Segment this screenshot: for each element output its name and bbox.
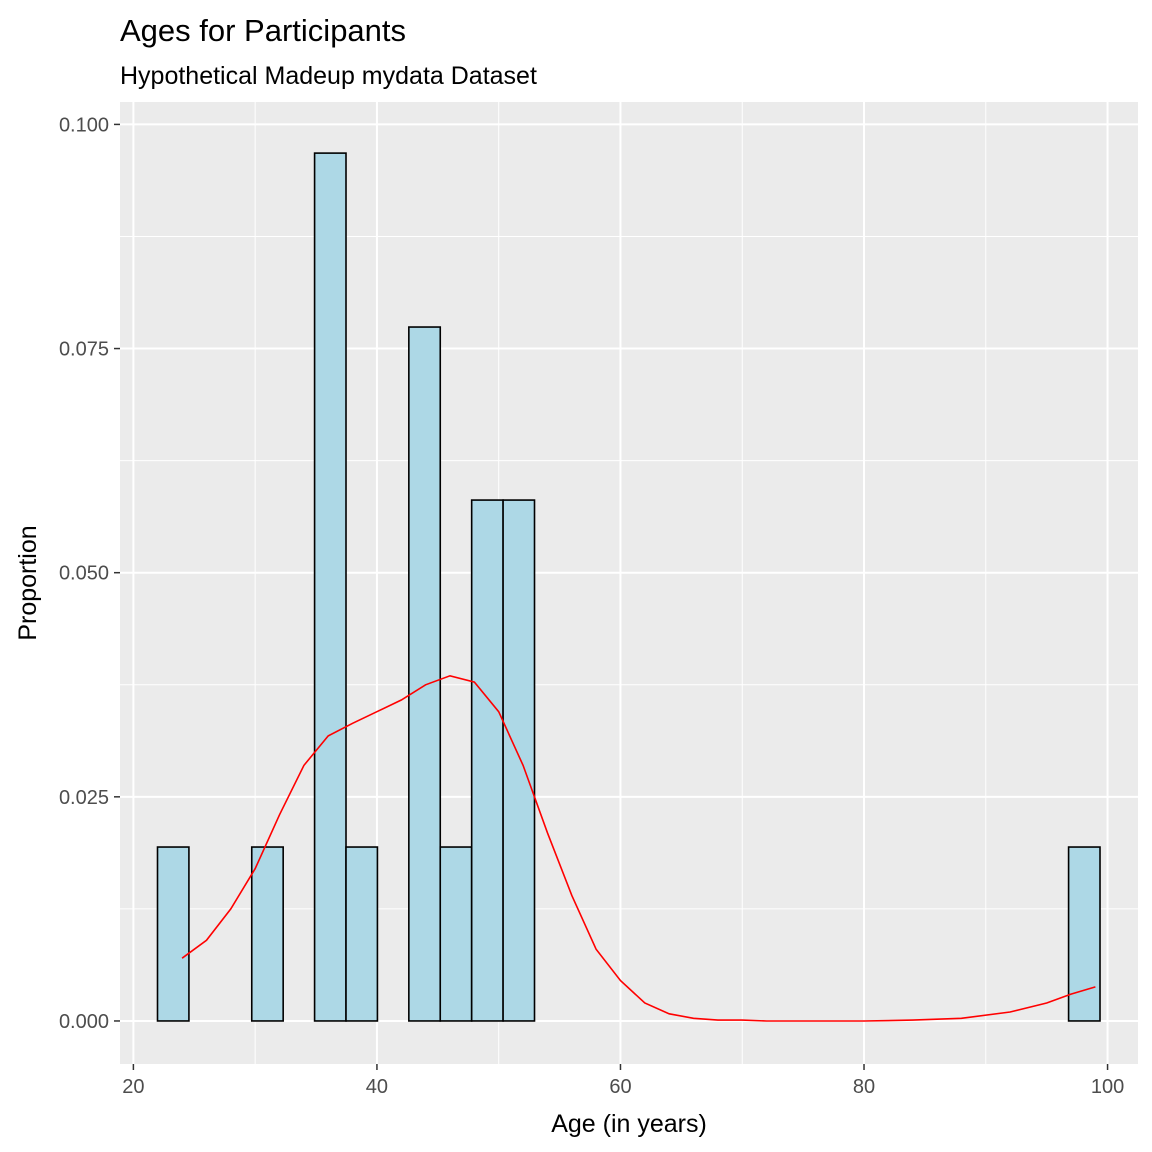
y-tick-label: 0.050: [59, 563, 109, 585]
x-tick-label: 40: [366, 1076, 388, 1098]
histogram-bar: [1067, 846, 1101, 1022]
y-tick-label: 0.000: [59, 1011, 109, 1033]
histogram-bars: [156, 152, 1101, 1022]
x-axis: 20 40 60 80 100: [122, 1064, 1124, 1098]
plot-panel: [120, 102, 1138, 1064]
chart-title: Ages for Participants: [120, 13, 406, 48]
histogram-bar: [502, 499, 536, 1022]
x-tick-label: 100: [1091, 1076, 1124, 1098]
y-axis: 0.000 0.025 0.050 0.075 0.100: [59, 114, 120, 1033]
y-axis-title: Proportion: [14, 525, 42, 640]
x-tick-label: 80: [853, 1076, 875, 1098]
histogram-bar: [313, 152, 347, 1022]
y-tick-label: 0.100: [59, 114, 109, 136]
y-tick-label: 0.025: [59, 787, 109, 809]
histogram-bar: [439, 846, 473, 1022]
histogram-bar: [156, 846, 190, 1022]
y-tick-label: 0.075: [59, 339, 109, 361]
density-curve: [181, 674, 1096, 1022]
histogram-bar: [345, 846, 379, 1022]
histogram-bar: [250, 846, 284, 1022]
histogram-bar: [470, 499, 504, 1022]
x-axis-title: Age (in years): [551, 1110, 707, 1138]
x-tick-label: 20: [122, 1076, 144, 1098]
x-tick-label: 60: [609, 1076, 631, 1098]
chart-subtitle: Hypothetical Madeup mydata Dataset: [120, 62, 537, 90]
histogram-bar: [408, 326, 442, 1022]
